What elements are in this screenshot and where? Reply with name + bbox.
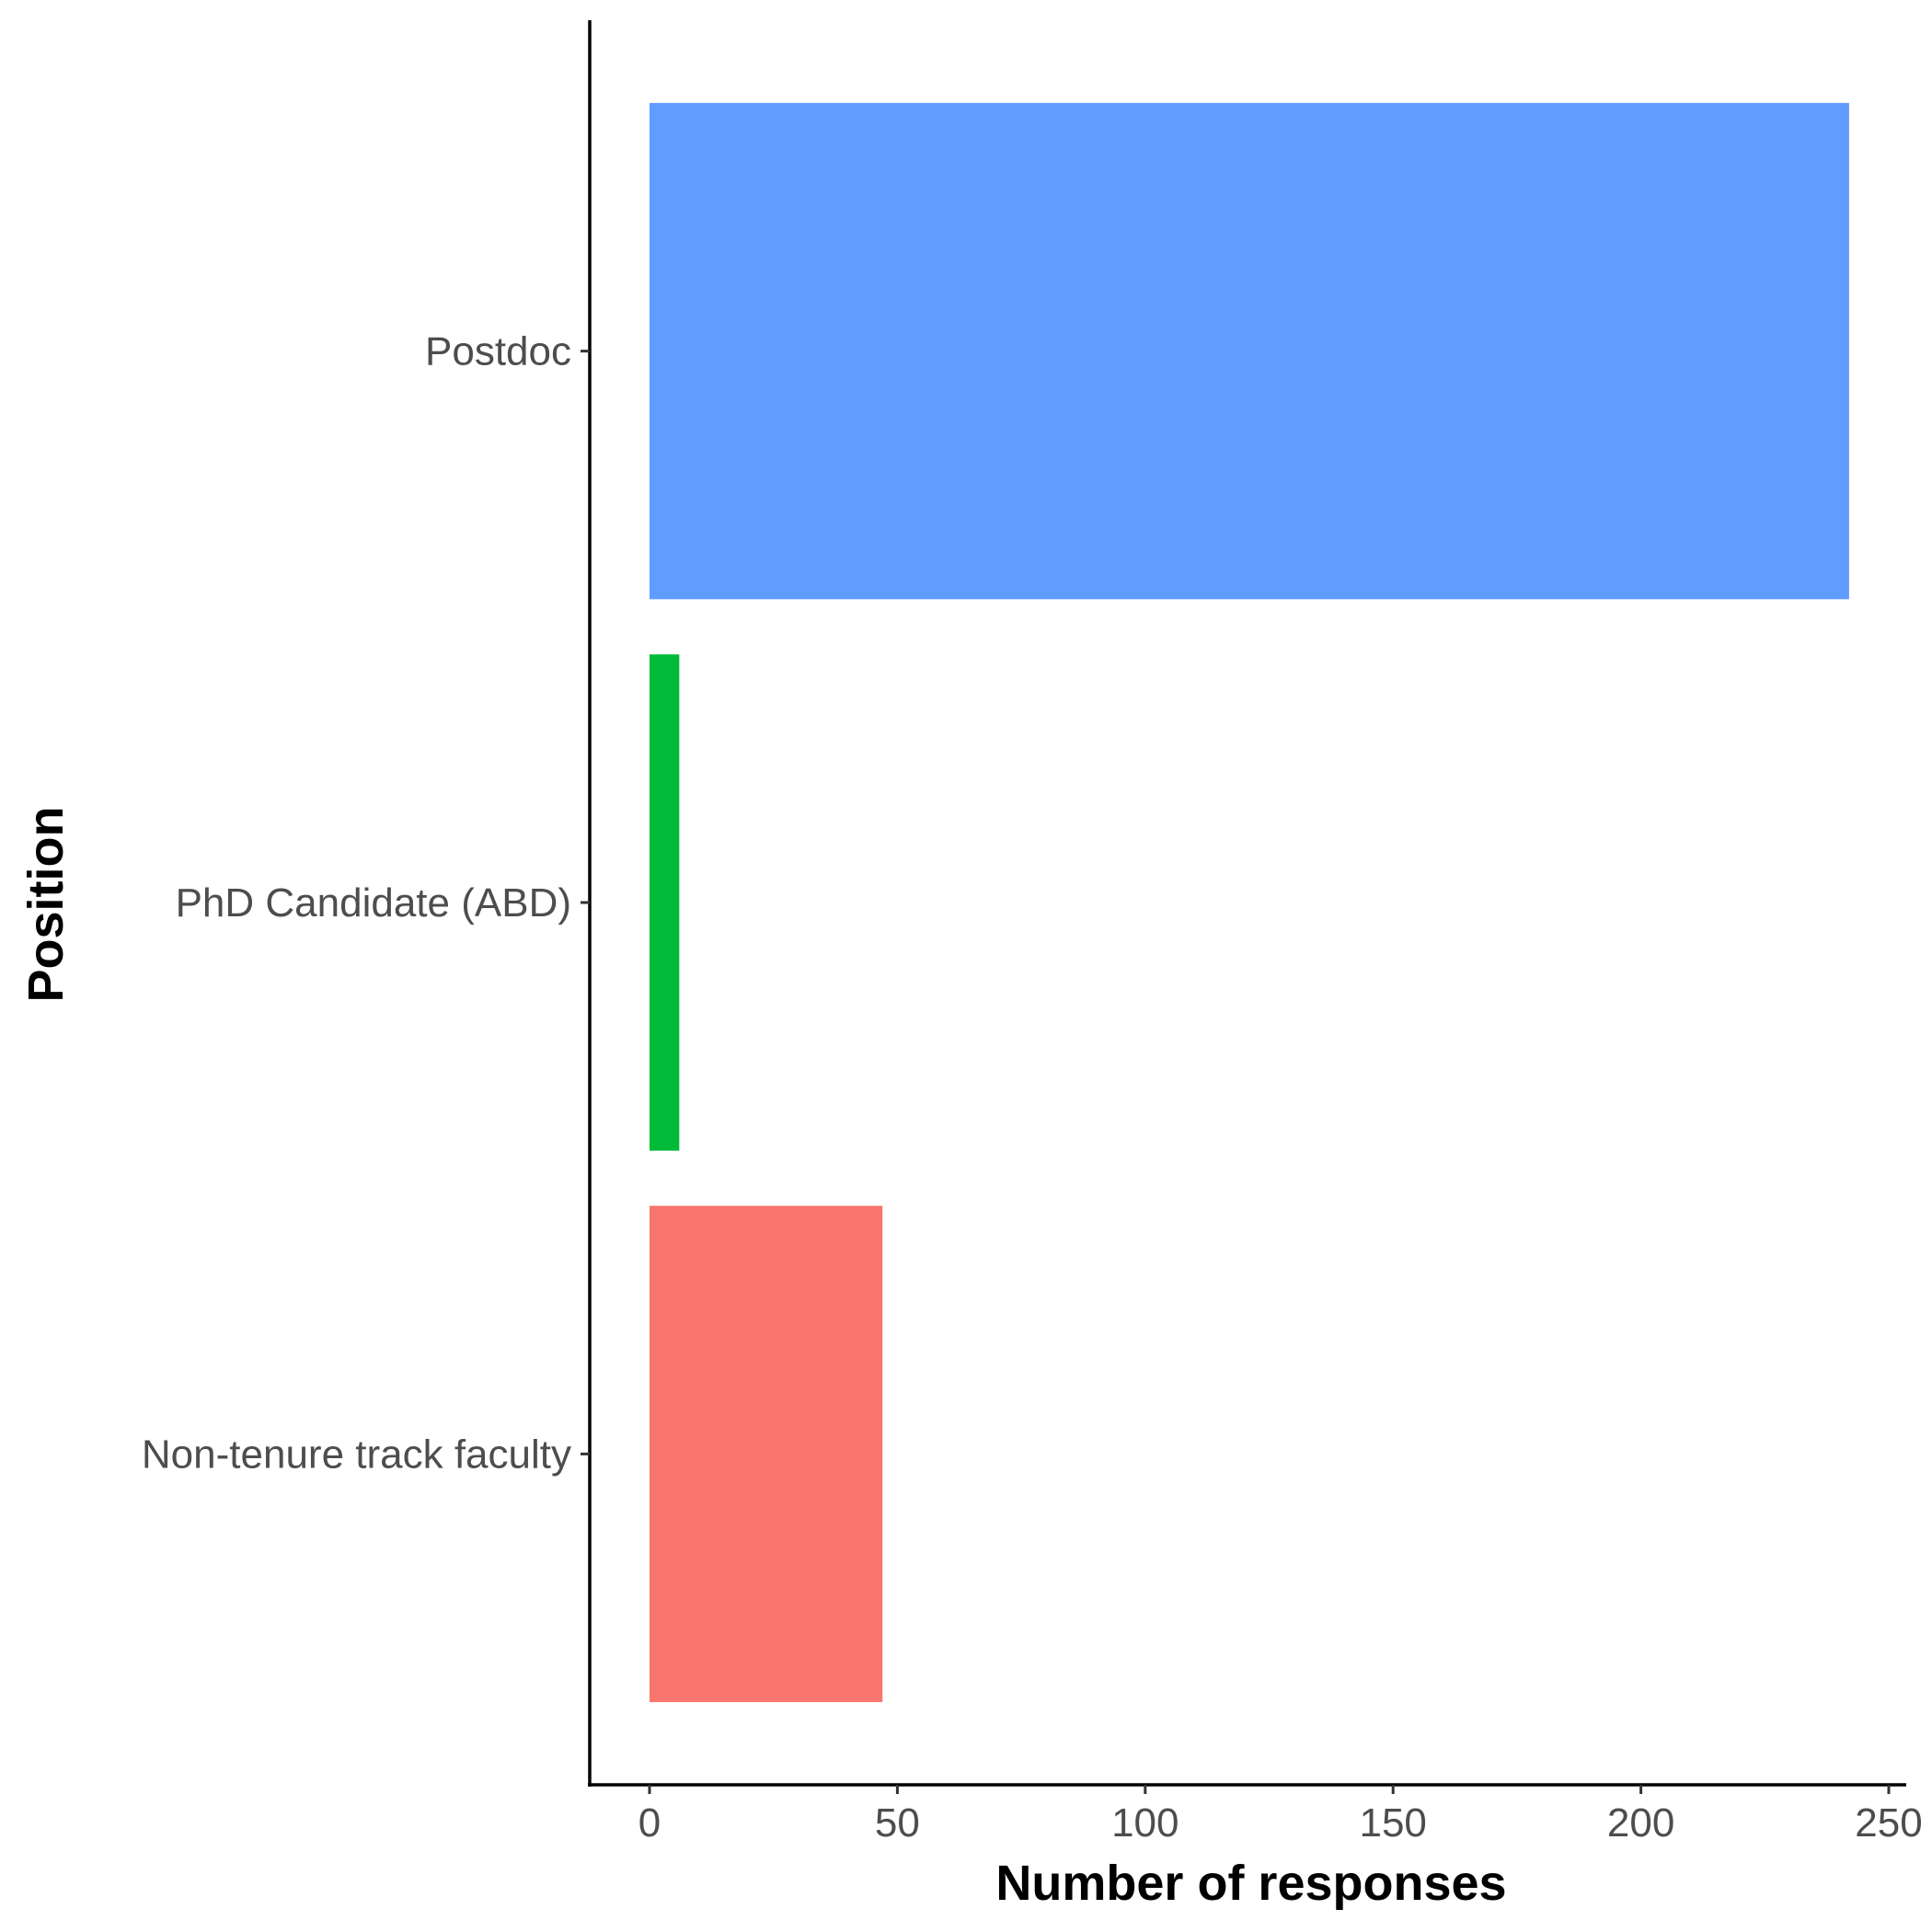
bar-postdoc bbox=[650, 102, 1849, 600]
bar-phd-candidate-abd bbox=[650, 654, 680, 1151]
x-tick-label: 100 bbox=[1111, 1800, 1179, 1846]
x-tick-label: 50 bbox=[875, 1800, 920, 1846]
x-axis-title: Number of responses bbox=[995, 1856, 1506, 1911]
x-tick-label: 0 bbox=[638, 1800, 661, 1846]
x-tick-label: 250 bbox=[1855, 1800, 1922, 1846]
bar-non-tenure-track-faculty bbox=[650, 1205, 883, 1703]
x-tick-label: 200 bbox=[1607, 1800, 1674, 1846]
y-ticks-group: Non-tenure track faculty PhD Candidate (A… bbox=[142, 329, 590, 1477]
x-tick-label: 150 bbox=[1359, 1800, 1426, 1846]
y-tick-label: Postdoc bbox=[425, 329, 571, 374]
y-tick-label: Non-tenure track faculty bbox=[142, 1432, 571, 1477]
x-ticks-group: 0 50 100 150 200 250 bbox=[638, 1785, 1923, 1846]
y-axis-title: Position bbox=[18, 807, 74, 1003]
y-tick-label: PhD Candidate (ABD) bbox=[176, 880, 571, 926]
bars-group bbox=[650, 102, 1849, 1703]
